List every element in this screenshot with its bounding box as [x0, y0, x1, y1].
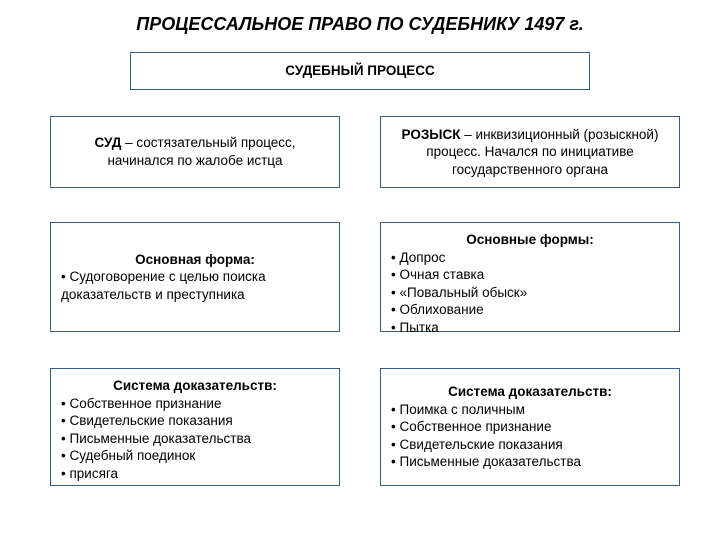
list-item: Письменные доказательства: [391, 453, 669, 471]
left-bot-list: Собственное признаниеСвидетельские показ…: [61, 395, 329, 483]
right-mid-list: ДопросОчная ставка«Повальный обыск»Облих…: [391, 249, 669, 337]
left-top-box: СУД – состязательный процесс, начинался …: [50, 116, 340, 188]
header-label: СУДЕБНЫЙ ПРОЦЕСС: [285, 63, 434, 78]
list-item: «Повальный обыск»: [391, 284, 669, 302]
header-box: СУДЕБНЫЙ ПРОЦЕСС: [130, 52, 590, 90]
list-item: Пытка: [391, 319, 669, 337]
left-top-rest: – состязательный процесс, начинался по ж…: [107, 135, 295, 168]
page-title: ПРОЦЕССАЛЬНОЕ ПРАВО ПО СУДЕБНИКУ 1497 г.: [0, 0, 720, 45]
list-item: Собственное признание: [61, 395, 329, 413]
left-top-bold: СУД: [94, 135, 121, 150]
left-mid-heading: Основная форма:: [61, 251, 329, 269]
list-item: Письменные доказательства: [61, 430, 329, 448]
list-item: Свидетельские показания: [61, 412, 329, 430]
right-top-rest: – инквизиционный (розыскной) процесс. На…: [426, 127, 658, 177]
list-item: Очная ставка: [391, 266, 669, 284]
left-mid-list: Судоговорение с целью поиска доказательс…: [61, 268, 329, 303]
list-item: Судоговорение с целью поиска доказательс…: [61, 268, 329, 303]
list-item: присяга: [61, 465, 329, 483]
right-top-bold: РОЗЫСК: [402, 127, 461, 142]
left-bot-box: Система доказательств: Собственное призн…: [50, 368, 340, 486]
right-bot-heading: Система доказательств:: [391, 383, 669, 401]
list-item: Свидетельские показания: [391, 436, 669, 454]
left-mid-box: Основная форма: Судоговорение с целью по…: [50, 222, 340, 332]
list-item: Поимка с поличным: [391, 401, 669, 419]
list-item: Собственное признание: [391, 418, 669, 436]
right-bot-box: Система доказательств: Поимка с поличным…: [380, 368, 680, 486]
right-mid-box: Основные формы: ДопросОчная ставка«Повал…: [380, 222, 680, 332]
left-bot-heading: Система доказательств:: [61, 377, 329, 395]
right-top-box: РОЗЫСК – инквизиционный (розыскной) проц…: [380, 116, 680, 188]
right-mid-heading: Основные формы:: [391, 231, 669, 249]
list-item: Облихование: [391, 301, 669, 319]
right-bot-list: Поимка с поличнымСобственное признаниеСв…: [391, 401, 669, 471]
list-item: Судебный поединок: [61, 447, 329, 465]
list-item: Допрос: [391, 249, 669, 267]
